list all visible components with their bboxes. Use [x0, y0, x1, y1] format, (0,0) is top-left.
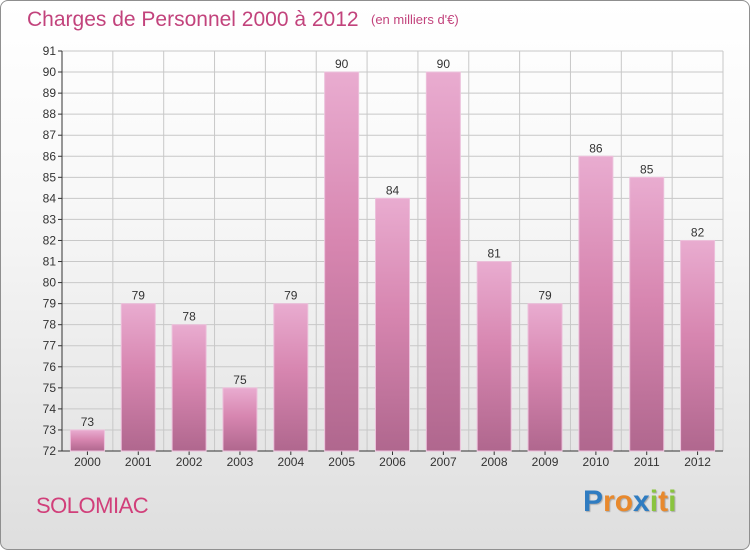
logo-letter: t: [658, 485, 669, 518]
bars: [69, 71, 716, 452]
data-label: 79: [538, 289, 552, 303]
data-label: 75: [233, 373, 247, 387]
x-tick-label: 2003: [227, 455, 254, 469]
data-label: 90: [335, 57, 349, 71]
chart-title: Charges de Personnel 2000 à 2012: [27, 8, 359, 31]
location-name: SOLOMIAC: [36, 493, 149, 518]
x-tick-label: 2001: [125, 455, 152, 469]
y-tick-label: 74: [43, 402, 57, 416]
bar: [120, 303, 156, 452]
y-tick-label: 79: [43, 297, 57, 311]
bar: [171, 324, 207, 452]
logo-letter: P: [583, 485, 604, 518]
y-tick-label: 91: [43, 44, 57, 58]
y-tick-label: 76: [43, 360, 57, 374]
bar: [425, 71, 461, 452]
x-tick-label: 2010: [583, 455, 610, 469]
y-tick-label: 82: [43, 233, 57, 247]
y-tick-label: 85: [43, 170, 57, 184]
y-tick-label: 80: [43, 276, 57, 290]
x-tick-label: 2008: [481, 455, 508, 469]
data-label: 90: [437, 57, 451, 71]
data-label: 85: [640, 162, 654, 176]
data-label: 84: [386, 183, 400, 197]
y-tick-label: 89: [43, 86, 57, 100]
x-tick-label: 2012: [684, 455, 711, 469]
logo-letter: x: [633, 485, 650, 518]
y-tick-label: 90: [43, 65, 57, 79]
y-tick-label: 72: [43, 444, 57, 458]
x-tick-label: 2007: [430, 455, 457, 469]
bar: [324, 71, 360, 452]
x-tick-label: 2011: [634, 455, 660, 469]
data-label: 73: [81, 415, 95, 429]
x-tick-label: 2002: [176, 455, 203, 469]
bar: [69, 429, 105, 452]
bar: [527, 303, 563, 452]
data-label: 86: [589, 141, 603, 155]
y-tick-label: 78: [43, 318, 57, 332]
bar: [629, 176, 665, 452]
chart-subtitle: (en milliers d'€): [371, 12, 459, 27]
bar: [222, 387, 258, 452]
data-label: 82: [691, 225, 705, 239]
data-label: 79: [284, 289, 298, 303]
x-tick-label: 2004: [277, 455, 304, 469]
data-label: 79: [132, 289, 146, 303]
y-tick-label: 83: [43, 212, 57, 226]
logo-letter: o: [614, 485, 634, 518]
data-labels: 73 79 78 75 79 90 84 90 81 79 86 85 82: [81, 57, 705, 429]
bar: [476, 261, 512, 452]
data-label: 78: [182, 310, 196, 324]
data-label: 81: [488, 247, 502, 261]
y-tick-label: 73: [43, 423, 57, 437]
bar: [680, 239, 716, 452]
y-tick-label: 77: [43, 339, 57, 353]
x-tick-label: 2006: [379, 455, 406, 469]
y-tick-label: 84: [43, 191, 57, 205]
logo-letter: i: [668, 485, 677, 518]
bar: [375, 197, 410, 452]
y-tick-label: 87: [43, 128, 57, 142]
y-tick-label: 75: [43, 381, 57, 395]
proxiti-logo: Proxiti: [583, 487, 676, 517]
y-tick-label: 88: [43, 107, 57, 121]
x-tick-label: 2005: [328, 455, 355, 469]
bar: [578, 155, 614, 452]
y-tick-label: 81: [43, 255, 57, 269]
bar: [273, 303, 309, 452]
x-tick-label: 2000: [74, 455, 101, 469]
y-tick-label: 86: [43, 149, 57, 163]
logo-letter: r: [603, 485, 615, 518]
x-tick-label: 2009: [532, 455, 559, 469]
logo-letter: i: [649, 485, 659, 518]
